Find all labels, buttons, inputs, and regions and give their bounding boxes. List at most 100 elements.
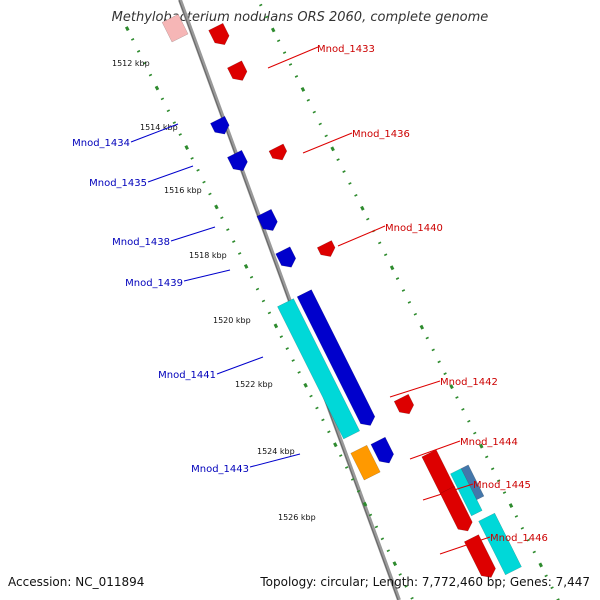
scale-tick-left [154, 85, 160, 91]
gene-leader-line [267, 46, 319, 69]
kbp-tick-label: 1516 kbp [164, 186, 202, 195]
scale-tick-right [467, 419, 471, 423]
tracks [125, 0, 560, 600]
kbp-tick-label: 1526 kbp [278, 513, 316, 522]
gene-label-reverse: Mnod_1441 [158, 370, 216, 381]
feature-block-cyan [450, 468, 483, 517]
gene-leader-line [183, 269, 231, 282]
gene-leader-line [439, 536, 491, 555]
scale-tick-left [136, 49, 141, 53]
genome-backbone-edge [178, 0, 399, 600]
reverse-gene-block [256, 208, 278, 231]
scale-tick-left [255, 287, 260, 291]
scale-tick-left [279, 335, 283, 339]
forward-gene-block [268, 143, 288, 161]
gene-leader-line [249, 453, 301, 468]
scale-tick-right [306, 98, 311, 102]
reverse-gene-block [210, 115, 230, 135]
kbp-tick-label: 1512 kbp [112, 59, 150, 68]
scale-tick-left [315, 406, 319, 410]
feature-block-orange [350, 444, 381, 481]
feature-block-cyan [277, 298, 361, 440]
scale-tick-left [166, 109, 171, 113]
scale-tick-right [259, 3, 263, 7]
scale-tick-left [148, 73, 153, 77]
feature-block-steel [460, 464, 485, 501]
scale-tick-left [380, 537, 385, 541]
scale-tick-right [389, 265, 395, 271]
scale-tick-left [285, 347, 289, 350]
scale-tick-right [383, 253, 388, 257]
scale-tick-right [532, 550, 536, 554]
scale-tick-left [172, 121, 176, 125]
genome-title: Methylobacterium nodulans ORS 2060, comp… [111, 10, 489, 25]
scale-tick-left [249, 275, 254, 279]
gene-leader-line [130, 123, 179, 143]
gene-leader-line [216, 356, 264, 375]
accession-text: Accession: NC_011894 [8, 575, 145, 589]
scale-tick-right [520, 526, 525, 530]
gene-leader-line [422, 483, 474, 501]
gene-label-reverse: Mnod_1435 [89, 178, 147, 189]
scale-tick-right [443, 372, 447, 376]
feature-block-faint [161, 13, 189, 43]
scale-tick-left [142, 61, 147, 65]
scale-tick-left [196, 168, 200, 172]
genome-backbone [178, 0, 401, 600]
kbp-tick-label: 1524 kbp [257, 447, 295, 456]
scale-tick-right [431, 348, 435, 352]
gene-label-forward: Mnod_1436 [352, 129, 410, 140]
scale-tick-right [294, 75, 299, 78]
scale-tick-left [321, 418, 325, 422]
scale-tick-left [267, 311, 272, 315]
scale-tick-right [449, 384, 454, 390]
gene-leader-line [409, 440, 461, 460]
scale-tick-right [276, 39, 281, 43]
scale-tick-right [377, 241, 382, 245]
gene-label-reverse: Mnod_1438 [112, 237, 170, 248]
forward-gene-block [208, 22, 230, 45]
gene-label-forward: Mnod_1440 [385, 223, 443, 234]
scale-tick-right [496, 479, 501, 483]
scale-tick-right [360, 205, 365, 211]
scale-tick-right [437, 360, 441, 364]
scale-tick-left [130, 38, 135, 41]
gene-label-forward: Mnod_1444 [460, 437, 518, 448]
scale-tick-right [502, 491, 507, 494]
forward-gene-block [393, 393, 415, 415]
forward-gene-block [439, 486, 473, 532]
scale-tick-left [386, 549, 391, 553]
scale-tick-right [455, 396, 459, 399]
scale-tick-right [312, 110, 316, 114]
scale-tick-left [214, 204, 219, 210]
scale-tick-right [538, 562, 543, 568]
scale-tick-right [479, 443, 484, 449]
scale-tick-right [407, 300, 412, 304]
scale-tick-left [398, 573, 402, 576]
scale-tick-right [354, 193, 358, 197]
scale-tick-right [270, 27, 276, 33]
scale-tick-left [232, 240, 236, 243]
scale-tick-right [342, 170, 346, 173]
scale-tick-left [220, 216, 224, 220]
scale-tick-left [344, 466, 349, 469]
gene-label-reverse: Mnod_1443 [191, 464, 249, 475]
scale-tick-left [339, 454, 343, 457]
scale-tick-right [550, 586, 554, 590]
feature-block-cyan [478, 512, 522, 576]
scale-tick-left [243, 263, 249, 269]
reverse-gene-block [275, 246, 297, 268]
scale-tick-right [490, 467, 495, 471]
scale-tick-left [392, 561, 398, 567]
scale-tick-left [404, 584, 408, 588]
scale-tick-left [125, 26, 130, 32]
gene-label-forward: Mnod_1433 [317, 44, 375, 55]
scale-tick-right [348, 182, 352, 185]
kbp-tick-label: 1520 kbp [213, 316, 251, 325]
scale-tick-left [356, 489, 361, 493]
scale-tick-right [401, 289, 406, 292]
scale-tick-right [508, 503, 514, 509]
scale-tick-right [413, 312, 418, 316]
scale-tick-right [265, 15, 269, 19]
